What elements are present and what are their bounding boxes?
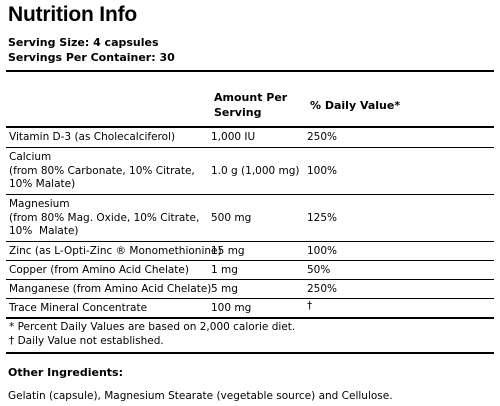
amount-header-line2: Serving (214, 106, 262, 119)
nutrient-daily-value: 100% (307, 165, 338, 177)
table-row: Vitamin D-3 (as Cholecalciferol) 1,000 I… (6, 128, 494, 148)
table-top-rule (6, 70, 494, 72)
other-ingredients-text: Gelatin (capsule), Magnesium Stearate (v… (8, 390, 393, 402)
table-row: Manganese (from Amino Acid Chelate) 5 mg… (6, 280, 494, 299)
table-row: Copper (from Amino Acid Chelate) 1 mg 50… (6, 261, 494, 280)
serving-size: Serving Size: 4 capsules (8, 36, 159, 49)
nutrient-daily-value: 250% (307, 131, 338, 143)
nutrient-name: Calcium (from 80% Carbonate, 10% Citrate… (9, 151, 195, 190)
table-row: Calcium (from 80% Carbonate, 10% Citrate… (6, 148, 494, 195)
nutrient-name: Zinc (as L-Opti-Zinc ® Monomethionine) (9, 245, 222, 257)
nutrient-daily-value: 125% (307, 212, 338, 224)
bottom-rule (6, 352, 494, 354)
table-row: Zinc (as L-Opti-Zinc ® Monomethionine) 1… (6, 242, 494, 261)
nutrient-name: Manganese (from Amino Acid Chelate) (9, 283, 212, 295)
nutrient-name: Vitamin D-3 (as Cholecalciferol) (9, 131, 176, 143)
other-ingredients-label: Other Ingredients: (8, 366, 123, 379)
nutrient-amount: 5 mg (211, 283, 238, 295)
nutrient-daily-value: 50% (307, 264, 331, 276)
footnote-daily-values: * Percent Daily Values are based on 2,00… (9, 321, 296, 333)
nutrient-amount: 15 mg (211, 245, 245, 257)
amount-header: Amount Per Serving (214, 90, 287, 120)
nutrient-name: Trace Mineral Concentrate (9, 302, 148, 314)
nutrient-amount: 100 mg (211, 302, 252, 314)
nutrient-daily-value: † (307, 300, 313, 312)
nutrient-amount: 500 mg (211, 212, 252, 224)
footnote-not-established: † Daily Value not established. (9, 335, 164, 347)
nutrient-amount: 1,000 IU (211, 131, 256, 143)
nutrient-name: Copper (from Amino Acid Chelate) (9, 264, 189, 276)
header-rule (6, 126, 494, 128)
nutrient-daily-value: 100% (307, 245, 338, 257)
nutrient-amount: 1 mg (211, 264, 238, 276)
nutrient-amount: 1.0 g (1,000 mg) (211, 165, 300, 177)
amount-header-line1: Amount Per (214, 91, 288, 104)
page-title: Nutrition Info (8, 3, 137, 26)
servings-per-container: Servings Per Container: 30 (8, 51, 175, 64)
daily-value-header: % Daily Value* (310, 99, 401, 112)
nutrient-daily-value: 250% (307, 283, 338, 295)
nutrient-name: Magnesium (from 80% Mag. Oxide, 10% Citr… (9, 198, 200, 237)
table-row: Magnesium (from 80% Mag. Oxide, 10% Citr… (6, 195, 494, 242)
footnote-rule (6, 317, 494, 319)
table-row: Trace Mineral Concentrate 100 mg † (6, 299, 494, 317)
